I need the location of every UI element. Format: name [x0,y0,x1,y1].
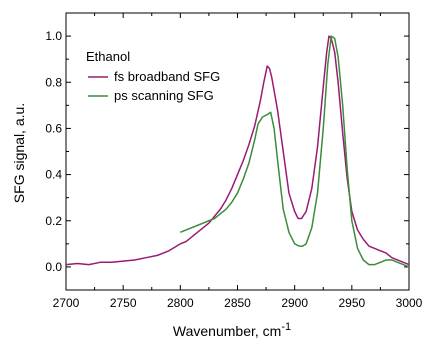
x-tick-label: 2800 [167,296,194,310]
tick-labels: 2700 2750 2800 2850 2900 2950 3000 0.0 0.2 0.4 0.6… [45,29,422,310]
x-tick-label: 3000 [396,296,423,310]
series-lines [65,35,410,268]
legend-label-ps-scanning: ps scanning SFG [114,88,214,103]
y-axis-title: SFG signal, a.u. [11,103,27,203]
y-tick-label: 0.6 [45,121,62,135]
x-axis-title-superscript: -1 [281,321,291,333]
legend: Ethanol fs broadband SFG ps scanning SFG [86,49,220,103]
x-tick-label: 2700 [53,296,80,310]
y-tick-label: 1.0 [45,29,62,43]
y-tick-label: 0.0 [45,260,62,274]
y-tick-label: 0.8 [45,75,62,89]
y-tick-label: 0.2 [45,214,62,228]
x-tick-label: 2950 [338,296,365,310]
series-line-ps-scanning-sfg [180,35,410,268]
x-tick-label: 2750 [110,296,137,310]
legend-title: Ethanol [86,49,130,64]
series-line-fs-broadband-sfg [65,35,410,266]
legend-label-fs-broadband: fs broadband SFG [114,69,220,84]
axis-ticks [65,12,410,291]
x-tick-label: 2850 [224,296,251,310]
x-axis-title: Wavenumber, cm-1 [173,321,291,339]
x-axis-title-text: Wavenumber, cm [173,323,281,339]
y-tick-label: 0.4 [45,168,62,182]
x-tick-label: 2900 [281,296,308,310]
